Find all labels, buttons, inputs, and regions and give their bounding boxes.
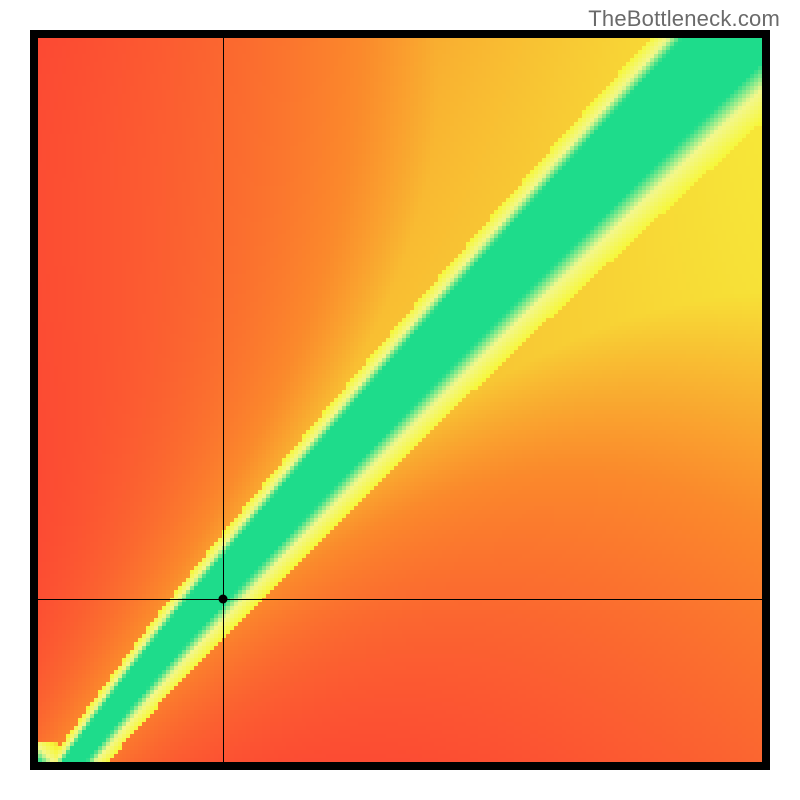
root: TheBottleneck.com <box>0 0 800 800</box>
watermark-text: TheBottleneck.com <box>588 6 780 32</box>
crosshair-vertical <box>223 38 224 762</box>
heatmap-canvas <box>38 38 762 762</box>
crosshair-dot <box>218 595 227 604</box>
crosshair-horizontal <box>38 599 762 600</box>
